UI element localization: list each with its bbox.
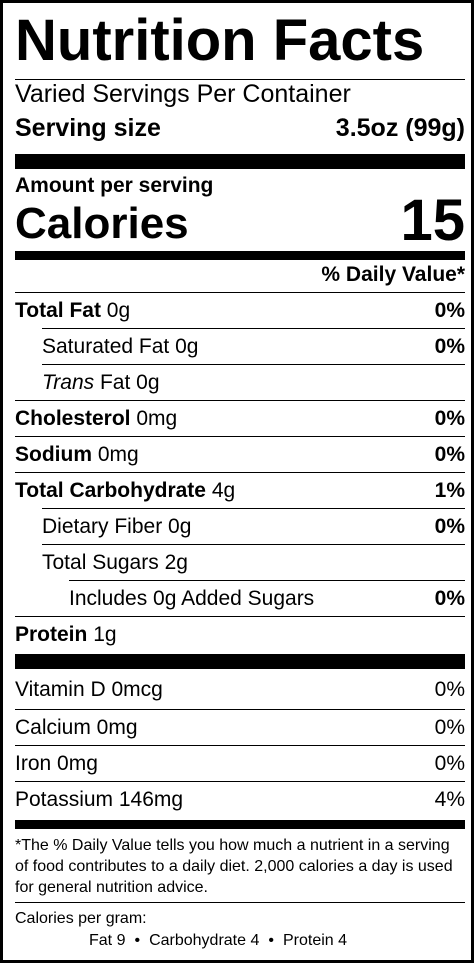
nutrient-amount: 0g	[106, 299, 131, 322]
nutrient-label: Cholesterol	[15, 407, 131, 430]
nutrient-label-suffix: Fat	[99, 371, 131, 394]
nutrient-amount: 0g	[175, 335, 199, 358]
nutrient-label: Trans	[42, 371, 95, 394]
label-title: Nutrition Facts	[15, 8, 425, 73]
nutrient-dv: 1%	[434, 479, 465, 502]
amount-per-serving: Amount per serving	[15, 174, 214, 197]
nutrient-row-total-sugars: Total Sugars 2g	[15, 545, 465, 581]
serving-size-row: Serving size 3.5oz (99g)	[15, 113, 465, 143]
divider	[15, 400, 465, 401]
bullet-separator: •	[134, 932, 141, 949]
nutrient-label: Includes 0g Added Sugars	[69, 587, 315, 610]
calories-label: Calories	[15, 199, 189, 248]
nutrient-amount: 0g	[136, 371, 160, 394]
vitamin-row-potassium: Potassium 146mg 4%	[15, 782, 465, 818]
medium-divider	[15, 251, 465, 260]
divider	[69, 580, 465, 581]
nutrient-dv: 0%	[434, 443, 465, 466]
nutrient-label: Saturated Fat	[42, 335, 170, 358]
nutrient-amount: 0g	[168, 515, 192, 538]
nutrient-label: Sodium	[15, 443, 92, 466]
nutrient-label: Protein	[15, 623, 88, 646]
divider	[15, 616, 465, 617]
divider	[15, 472, 465, 473]
vitamin-label: Vitamin D 0mcg	[15, 678, 163, 701]
calories-per-gram-values: Fat 9 • Carbohydrate 4 • Protein 4	[89, 931, 347, 951]
nutrient-amount: 4g	[211, 479, 236, 502]
divider	[42, 508, 465, 509]
nutrient-dv: 0%	[434, 299, 465, 322]
bullet-separator: •	[268, 932, 274, 949]
nutrient-row-added-sugars: Includes 0g Added Sugars 0%	[15, 581, 465, 617]
nutrient-amount: 0mg	[136, 407, 178, 430]
medium-divider	[15, 820, 465, 829]
nutrient-dv: 0%	[434, 335, 465, 358]
calories-row: Calories 15	[15, 188, 465, 253]
divider	[15, 292, 465, 293]
nutrient-label: Dietary Fiber	[42, 515, 163, 538]
nutrient-label: Total Fat	[15, 299, 101, 322]
divider	[15, 745, 465, 746]
nutrient-row-protein: Protein 1g	[15, 617, 465, 653]
protein-calories: Protein 4	[282, 932, 348, 949]
nutrient-row-cholesterol: Cholesterol 0mg 0%	[15, 401, 465, 437]
nutrient-dv: 0%	[434, 515, 465, 538]
serving-size-label: Serving size	[15, 114, 161, 142]
nutrient-label: Total Carbohydrate	[15, 479, 206, 502]
divider	[15, 436, 465, 437]
divider	[15, 79, 465, 80]
nutrient-row-total-fat: Total Fat 0g 0%	[15, 293, 465, 329]
daily-value-header: % Daily Value*	[321, 263, 465, 286]
vitamin-dv: 0%	[434, 678, 465, 701]
vitamin-dv: 4%	[434, 788, 465, 811]
divider	[15, 902, 465, 903]
servings-per-container: Varied Servings Per Container	[15, 80, 351, 108]
nutrient-row-saturated-fat: Saturated Fat 0g 0%	[15, 329, 465, 365]
serving-size-value: 3.5oz (99g)	[335, 114, 465, 142]
vitamin-row-vitamin-d: Vitamin D 0mcg 0%	[15, 672, 465, 708]
nutrient-dv: 0%	[434, 407, 465, 430]
divider	[42, 328, 465, 329]
nutrient-row-dietary-fiber: Dietary Fiber 0g 0%	[15, 509, 465, 545]
vitamin-dv: 0%	[434, 752, 465, 775]
divider	[42, 364, 465, 365]
nutrient-amount: 0mg	[97, 443, 139, 466]
nutrient-row-total-carbohydrate: Total Carbohydrate 4g 1%	[15, 473, 465, 509]
calories-value: 15	[400, 188, 465, 253]
nutrient-row-sodium: Sodium 0mg 0%	[15, 437, 465, 473]
fat-calories: Fat 9	[89, 932, 126, 949]
vitamin-dv: 0%	[434, 716, 465, 739]
nutrient-amount: 1g	[93, 623, 117, 646]
vitamin-label: Potassium 146mg	[15, 788, 184, 811]
vitamin-row-calcium: Calcium 0mg 0%	[15, 710, 465, 746]
divider	[42, 544, 465, 545]
nutrient-amount: 2g	[164, 551, 188, 574]
thick-divider	[15, 154, 465, 169]
nutrient-dv: 0%	[434, 587, 465, 610]
calories-per-gram-label: Calories per gram:	[15, 910, 147, 927]
divider	[15, 781, 465, 782]
vitamin-row-iron: Iron 0mg 0%	[15, 746, 465, 782]
divider	[15, 709, 465, 710]
thick-divider	[15, 654, 465, 669]
nutrient-label: Total Sugars	[42, 551, 159, 574]
carbohydrate-calories: Carbohydrate 4	[149, 932, 260, 949]
nutrient-row-trans-fat: Trans Fat 0g	[15, 365, 465, 401]
daily-value-footnote: *The % Daily Value tells you how much a …	[15, 837, 453, 896]
vitamin-label: Iron 0mg	[15, 752, 98, 775]
vitamin-label: Calcium 0mg	[15, 716, 138, 739]
